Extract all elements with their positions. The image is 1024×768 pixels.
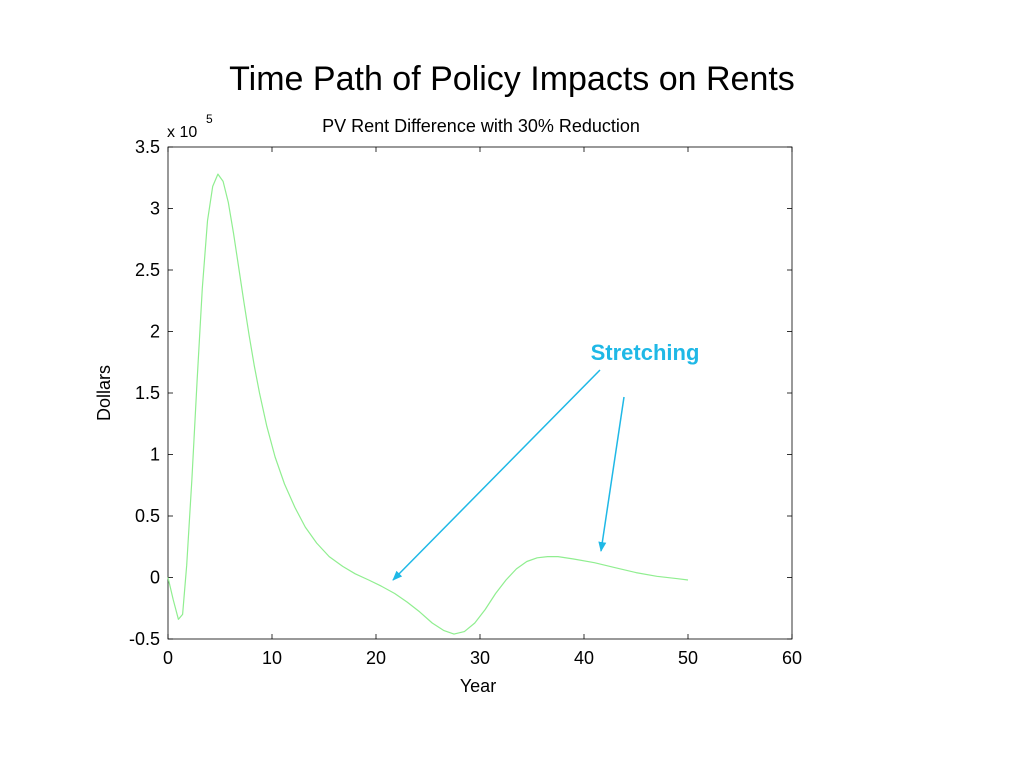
y-multiplier-exponent: 5: [206, 112, 213, 126]
y-tick-label: 0: [150, 568, 160, 588]
annotation-arrow-left: [392, 369, 601, 581]
y-tick-label: 2.5: [135, 260, 160, 280]
x-tick-label: 60: [782, 648, 802, 668]
x-tick-label: 50: [678, 648, 698, 668]
annotation-label: Stretching: [591, 340, 700, 365]
y-tick-label: 3: [150, 199, 160, 219]
y-tick-label: -0.5: [129, 629, 160, 649]
x-axis-label: Year: [460, 676, 496, 696]
y-tick-label: 0.5: [135, 506, 160, 526]
series-line: [167, 173, 689, 635]
chart-title: PV Rent Difference with 30% Reduction: [322, 116, 640, 136]
y-tick-label: 2: [150, 322, 160, 342]
x-tick-label: 0: [163, 648, 173, 668]
series-layer: [167, 173, 689, 635]
plot-axes: [167, 146, 793, 640]
y-tick-label: 1.5: [135, 383, 160, 403]
plot-frame: [167, 146, 793, 640]
y-multiplier-base: x 10: [167, 124, 197, 141]
x-tick-label: 40: [574, 648, 594, 668]
x-tick-label: 30: [470, 648, 490, 668]
annotation-stretching: Stretching: [392, 340, 700, 581]
annotation-arrow-right: [598, 396, 625, 552]
y-tick-label: 3.5: [135, 137, 160, 157]
y-axis-label: Dollars: [94, 365, 114, 421]
tick-marks: [167, 146, 793, 640]
tick-labels: 0 10 20 30 40 50 60-0.500.511.522.533.5: [129, 137, 802, 668]
y-tick-label: 1: [150, 445, 160, 465]
slide-title: Time Path of Policy Impacts on Rents: [229, 60, 795, 98]
x-tick-label: 20: [366, 648, 386, 668]
x-tick-label: 10: [262, 648, 282, 668]
